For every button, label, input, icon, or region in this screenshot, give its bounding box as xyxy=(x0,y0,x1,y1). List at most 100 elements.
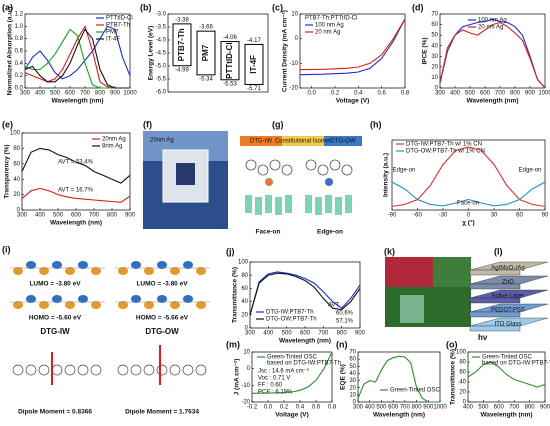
layer-side xyxy=(469,269,521,276)
y-tick-label: 40 xyxy=(431,43,438,49)
legend-label: Green-Tinted OSC xyxy=(267,355,317,361)
y-tick-label: 0.4 xyxy=(15,61,24,67)
y-tick-label: 60 xyxy=(459,370,466,376)
y-tick-label: -5.5 xyxy=(156,77,167,83)
x-tick-label: 1000 xyxy=(123,91,137,97)
y-tick-label: 30 xyxy=(431,54,438,60)
x-tick-label: 600 xyxy=(388,405,399,411)
y-tick-label: 20 xyxy=(431,64,438,70)
series-line xyxy=(357,355,440,403)
x-tick-label: 60 xyxy=(516,213,523,219)
panel-label: (i) xyxy=(2,244,11,254)
x-axis-label: Wavelength (nm) xyxy=(480,412,532,419)
legend-label: DTG-IW:PTB7-Th xyxy=(266,310,314,316)
x-tick-label: 0.0 xyxy=(307,91,316,97)
y-tick-label: 70 xyxy=(349,350,356,356)
y-tick-label: -3.5 xyxy=(156,25,167,31)
orbital-lobe xyxy=(65,301,75,309)
atom-ring xyxy=(156,364,168,376)
panel-label: (j) xyxy=(226,246,235,256)
x-axis-label: Voltage (V) xyxy=(275,412,308,419)
orbital-lobe xyxy=(196,267,206,275)
x-tick-label: -60 xyxy=(413,213,422,219)
y-tick-label: -3.0 xyxy=(156,12,167,18)
y-tick-label: 1.0 xyxy=(15,24,24,30)
y-tick-label: 0 xyxy=(245,326,249,332)
y-tick-label: 70 xyxy=(431,12,438,18)
y-axis-label: Transparency (%) xyxy=(4,144,11,198)
x-tick-label: 0 xyxy=(467,213,471,219)
molecule-ring xyxy=(269,159,281,171)
tag-label: Constitutional Isomer xyxy=(275,139,331,145)
panel-label: (h) xyxy=(370,119,382,129)
orbital-lobe xyxy=(183,295,193,303)
panel-label: (g) xyxy=(272,119,284,129)
dipole-text: Dipole Moment = 0.8366 xyxy=(18,409,92,416)
x-tick-label: 900 xyxy=(525,91,536,97)
x-tick-label: 500 xyxy=(282,331,293,337)
panel-label: (d) xyxy=(412,2,424,12)
series-line xyxy=(467,361,546,388)
orbital-lobe xyxy=(78,261,88,269)
tag xyxy=(240,136,282,146)
layer-label: ITO Glass xyxy=(495,322,522,328)
molecule-name: DTG-OW xyxy=(145,327,179,336)
y-tick-label: 100 xyxy=(456,350,467,356)
orbital-lobe xyxy=(39,301,49,309)
photo xyxy=(385,287,471,327)
plot-frame xyxy=(357,351,441,403)
lattice xyxy=(255,197,262,215)
panel-label: (m) xyxy=(226,339,240,349)
x-tick-label: 0.4 xyxy=(354,91,363,97)
atom-ring xyxy=(51,364,63,376)
legend-label: 8nm Ag xyxy=(102,144,122,150)
lattice xyxy=(325,195,332,213)
x-tick-label: 300 xyxy=(353,405,364,411)
y-tick-label: 50 xyxy=(349,364,356,370)
lumo-label: -3.66 xyxy=(199,25,213,31)
y-tick-label: 80 xyxy=(13,146,20,152)
x-tick-label: 700 xyxy=(400,405,411,411)
orbital-lobe xyxy=(91,301,101,309)
legend-label: PM7 xyxy=(106,30,119,36)
legend-label: Green-Tinted OSC xyxy=(390,388,440,394)
x-tick-label: 800 xyxy=(510,91,521,97)
x-tick-label: 600 xyxy=(494,405,505,411)
x-tick-label: 700 xyxy=(318,331,329,337)
energy-box xyxy=(196,30,216,76)
y-tick-label: 60 xyxy=(241,286,248,292)
y-tick-label: 0 xyxy=(295,36,299,42)
y-tick-label: 60 xyxy=(13,161,20,167)
orbital-lobe xyxy=(144,267,154,275)
y-tick-label: 20 xyxy=(459,390,466,396)
y-tick-label: 0.6 xyxy=(15,49,24,55)
y-axis-label: Normalized Absorption (a.u.) xyxy=(7,7,14,96)
y-axis-label: IPCE (%) xyxy=(422,37,429,64)
orbital-lobe xyxy=(157,261,167,269)
y-tick-label: 80 xyxy=(241,273,248,279)
y-tick-label: 40 xyxy=(241,299,248,305)
x-tick-label: 700 xyxy=(80,91,91,97)
layer-side xyxy=(469,283,521,290)
x-axis-label: Voltage (V) xyxy=(336,98,369,105)
atom-ring xyxy=(90,364,102,376)
light-label: hν xyxy=(478,333,488,342)
x-tick-label: 600 xyxy=(480,91,491,97)
lumo-text: LUMO = -3.80 eV xyxy=(29,281,81,288)
y-axis-label: Energy Level (eV) xyxy=(148,26,155,81)
orbital-lobe xyxy=(131,261,141,269)
x-axis-label: Wavelength (nm) xyxy=(50,220,102,227)
y-tick-label: 10 xyxy=(291,12,298,18)
x-tick-label: 30 xyxy=(491,213,498,219)
y-tick-label: 0 xyxy=(353,400,357,406)
x-tick-label: 400 xyxy=(365,405,376,411)
y-axis-label: Transmittance (%) xyxy=(450,349,457,405)
legend-label: 100 nm Ag xyxy=(478,18,507,24)
annotation: Edge-on xyxy=(393,168,416,174)
annotation: 57.1% xyxy=(336,319,354,325)
y-axis-label: EQE (%) xyxy=(340,364,347,390)
molecule-name: DTG-IW xyxy=(40,327,70,336)
molecule-ring xyxy=(257,164,269,176)
homo-label: -5.53 xyxy=(223,81,237,87)
layer-side xyxy=(469,297,521,304)
